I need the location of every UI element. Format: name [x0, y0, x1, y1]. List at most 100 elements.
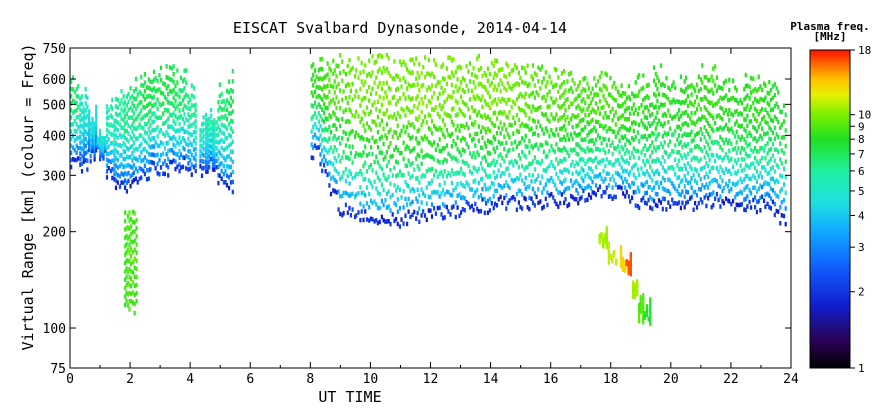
- data-point: [775, 208, 778, 214]
- data-point: [194, 157, 197, 163]
- data-point: [445, 97, 448, 102]
- data-point: [575, 178, 578, 184]
- data-point: [163, 82, 166, 87]
- data-point: [580, 185, 583, 190]
- data-point: [143, 138, 146, 143]
- data-point: [642, 302, 645, 307]
- data-point: [460, 195, 463, 201]
- data-point: [651, 159, 654, 164]
- data-point: [692, 155, 695, 160]
- data-point: [761, 145, 764, 151]
- data-point: [649, 164, 652, 169]
- data-point: [512, 99, 515, 105]
- data-point: [636, 167, 639, 172]
- data-point: [355, 130, 358, 135]
- data-point: [564, 157, 567, 162]
- data-point: [147, 85, 150, 90]
- data-point: [395, 130, 398, 136]
- data-point: [375, 91, 378, 96]
- data-point: [653, 92, 656, 97]
- data-point: [224, 113, 227, 119]
- data-point: [578, 196, 581, 202]
- data-point: [125, 94, 128, 99]
- data-point: [602, 83, 605, 88]
- data-point: [653, 172, 656, 177]
- data-point: [505, 101, 508, 106]
- data-point: [681, 178, 684, 183]
- data-point: [376, 145, 379, 150]
- data-point: [674, 172, 677, 177]
- data-point: [744, 95, 747, 100]
- data-point: [722, 95, 725, 101]
- y-tick-label: 400: [43, 129, 66, 144]
- data-point: [342, 109, 345, 114]
- data-point: [597, 160, 600, 165]
- data-point: [463, 77, 466, 83]
- data-point: [82, 155, 85, 160]
- data-point: [541, 143, 544, 148]
- data-point: [128, 282, 131, 288]
- data-point: [93, 147, 96, 152]
- data-point: [353, 214, 357, 220]
- data-point: [755, 169, 758, 174]
- data-point: [213, 154, 216, 159]
- data-point: [714, 158, 717, 164]
- data-point: [418, 75, 421, 80]
- data-point: [555, 186, 558, 192]
- data-point: [447, 93, 450, 99]
- data-point: [389, 100, 392, 105]
- data-point: [371, 151, 374, 157]
- data-point: [563, 200, 566, 206]
- data-point: [88, 132, 91, 137]
- data-point: [95, 143, 98, 149]
- data-point: [402, 189, 405, 194]
- data-point: [568, 186, 571, 191]
- data-point: [178, 135, 181, 140]
- data-point: [508, 147, 511, 153]
- data-point: [351, 81, 354, 87]
- data-point: [598, 184, 601, 189]
- data-point: [689, 180, 692, 185]
- data-point: [499, 78, 502, 83]
- data-point: [632, 181, 635, 186]
- data-point: [780, 122, 783, 127]
- data-point: [147, 118, 150, 123]
- data-point: [165, 141, 168, 146]
- data-point: [477, 180, 480, 186]
- data-point: [312, 93, 315, 98]
- data-point: [531, 159, 535, 164]
- data-point: [732, 164, 735, 169]
- data-point: [183, 147, 186, 152]
- data-point: [656, 87, 659, 92]
- data-point: [174, 114, 177, 119]
- data-point: [441, 146, 445, 151]
- data-point: [129, 291, 133, 297]
- data-point: [142, 83, 145, 88]
- data-point: [555, 142, 558, 147]
- data-point: [752, 137, 755, 142]
- data-point: [604, 84, 607, 89]
- data-point: [694, 178, 697, 183]
- data-point: [147, 143, 150, 148]
- data-point: [589, 138, 593, 143]
- data-point: [735, 171, 738, 176]
- data-point: [99, 142, 102, 148]
- data-point: [200, 129, 204, 134]
- data-point: [505, 140, 508, 146]
- data-point: [472, 165, 475, 170]
- data-point: [587, 121, 591, 127]
- data-point: [99, 156, 102, 162]
- data-point: [775, 101, 778, 106]
- data-point: [508, 135, 511, 140]
- data-point: [384, 219, 387, 224]
- data-point: [530, 179, 533, 184]
- data-point: [323, 163, 326, 168]
- data-point: [359, 185, 362, 190]
- data-point: [368, 138, 371, 143]
- data-point: [597, 174, 600, 179]
- data-point: [333, 188, 336, 194]
- data-point: [353, 134, 357, 139]
- data-point: [661, 123, 664, 129]
- data-point: [156, 152, 159, 157]
